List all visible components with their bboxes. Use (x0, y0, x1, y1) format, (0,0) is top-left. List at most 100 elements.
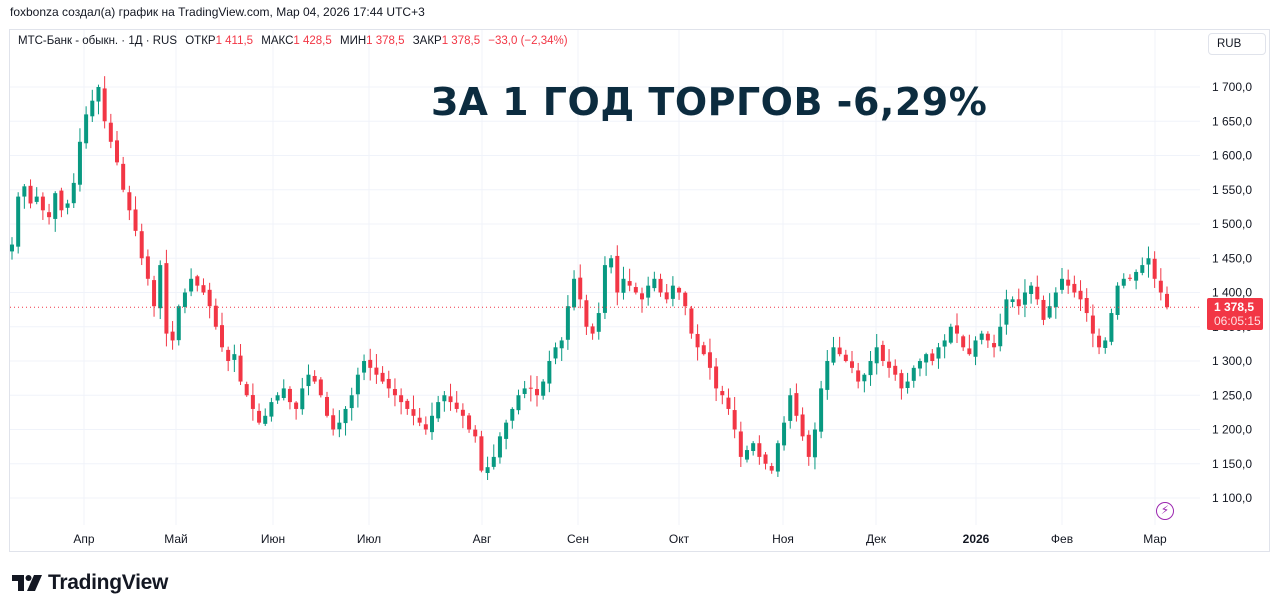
candle-body (318, 379, 323, 396)
candle-body (374, 367, 379, 375)
candle-body (28, 185, 33, 204)
candle-body (559, 340, 564, 349)
candle-body (53, 193, 58, 219)
candle-body (454, 402, 459, 409)
candle-body (16, 196, 21, 247)
candle-body (652, 278, 657, 289)
candle-body (263, 415, 268, 424)
y-axis-label: 1 400,0 (1212, 286, 1252, 300)
candle-body (1165, 293, 1169, 308)
candle-body (40, 196, 45, 211)
candle-body (176, 306, 181, 341)
candle-body (1084, 297, 1089, 314)
candle-body (812, 429, 817, 458)
lightning-icon[interactable]: ⚡︎ (1156, 502, 1174, 520)
candle-body (670, 285, 675, 299)
candle-body (287, 388, 292, 403)
candle-body (714, 366, 719, 389)
candle-body (899, 373, 904, 389)
candle-body (467, 415, 472, 430)
bar-countdown: 06:05:15 (1214, 314, 1261, 328)
candle-body (961, 336, 966, 348)
candle-body (856, 370, 861, 382)
candlestick-chart[interactable]: 1 700,0 1 650,0 1 600,0 1 550,0 1 500,0 1 450… (10, 30, 1270, 552)
candle-body (1109, 313, 1114, 342)
candle-body (707, 352, 712, 368)
candle-body (300, 388, 305, 410)
candle-body (874, 347, 879, 364)
y-axis-label: 1 250,0 (1212, 388, 1252, 402)
candle-body (862, 374, 867, 382)
candle-body (115, 140, 119, 163)
candle-body (917, 361, 922, 369)
candle-body (90, 100, 95, 117)
candle-body (349, 395, 354, 409)
candle-body (71, 182, 76, 204)
candle-body (720, 391, 725, 396)
low-label: МИН (339, 35, 367, 47)
candle-body (250, 395, 255, 409)
candle-body (738, 431, 743, 457)
candle-body (985, 333, 990, 341)
candle-body (1127, 277, 1132, 279)
candle-body (411, 409, 416, 416)
x-axis-label: Окт (669, 532, 690, 546)
candle-body (127, 192, 132, 211)
candle-body (491, 456, 496, 467)
candle-body (924, 354, 929, 363)
x-axis-label: Июн (261, 532, 285, 546)
candle-body (145, 256, 150, 279)
candle-body (1146, 258, 1151, 265)
y-axis-label: 1 700,0 (1212, 80, 1252, 94)
y-axis-label: 1 550,0 (1212, 183, 1252, 197)
candle-body (362, 361, 367, 373)
candle-body (646, 285, 651, 298)
candle-body (596, 313, 601, 332)
candle-body (312, 375, 317, 382)
high-value: 1 428,5 (293, 35, 332, 47)
candle-body (195, 276, 200, 286)
candle-body (1060, 278, 1064, 290)
low-value: 1 378,5 (366, 35, 405, 47)
candle-body (528, 387, 533, 389)
candle-body (565, 306, 570, 340)
tradingview-logo[interactable]: TradingView (12, 571, 168, 595)
candle-body (355, 374, 360, 395)
candle-body (460, 409, 465, 416)
candle-body (677, 287, 682, 293)
y-axis-label: 1 500,0 (1212, 217, 1252, 231)
candle-body (794, 393, 799, 416)
candle-body (405, 400, 410, 409)
x-axis-label: 2026 (963, 532, 990, 546)
y-axis-label: 1 450,0 (1212, 251, 1252, 265)
candle-body (850, 361, 854, 368)
candle-body (238, 355, 243, 382)
open-value: 1 411,5 (215, 35, 254, 47)
candle-body (306, 374, 311, 387)
close-value: 1 378,5 (441, 35, 481, 47)
candle-body (911, 367, 916, 381)
candle-body (701, 345, 706, 355)
candle-body (868, 361, 873, 376)
candle-body (244, 384, 249, 396)
tradingview-logo-icon (12, 575, 42, 591)
candle-body (633, 287, 638, 293)
candle-body (399, 395, 404, 403)
candle-body (522, 388, 527, 394)
candle-body (10, 244, 14, 252)
candle-body (1158, 280, 1163, 293)
symbol-legend: МТС-Банк - обыкн. · 1Д · RUS ОТКР1 411,5… (18, 35, 568, 47)
x-axis-label: Апр (73, 532, 95, 546)
candle-body (609, 258, 614, 268)
candle-body (152, 280, 157, 307)
candle-body (1134, 271, 1139, 281)
symbol-name[interactable]: МТС-Банк - обыкн. · 1Д · RUS (18, 35, 178, 47)
candle-body (843, 354, 848, 361)
currency-button[interactable]: RUB (1208, 33, 1266, 55)
x-axis-label: Май (164, 532, 188, 546)
candle-body (800, 414, 805, 437)
candle-body (479, 436, 484, 471)
candle-body (541, 381, 546, 396)
candle-body (1066, 279, 1071, 286)
candle-body (108, 122, 113, 142)
